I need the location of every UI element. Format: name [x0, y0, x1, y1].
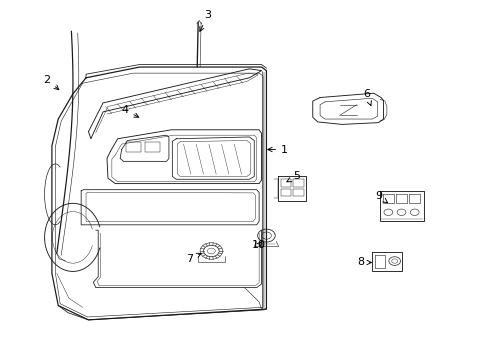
Text: 7: 7 [186, 253, 201, 264]
Text: 8: 8 [356, 257, 370, 267]
Text: 1: 1 [267, 144, 287, 154]
Text: 5: 5 [286, 171, 300, 182]
Text: 4: 4 [121, 105, 139, 117]
Text: 6: 6 [362, 89, 370, 105]
Text: 3: 3 [200, 10, 211, 31]
Text: 2: 2 [43, 75, 59, 90]
Text: 9: 9 [374, 191, 387, 203]
Text: 10: 10 [252, 239, 265, 249]
